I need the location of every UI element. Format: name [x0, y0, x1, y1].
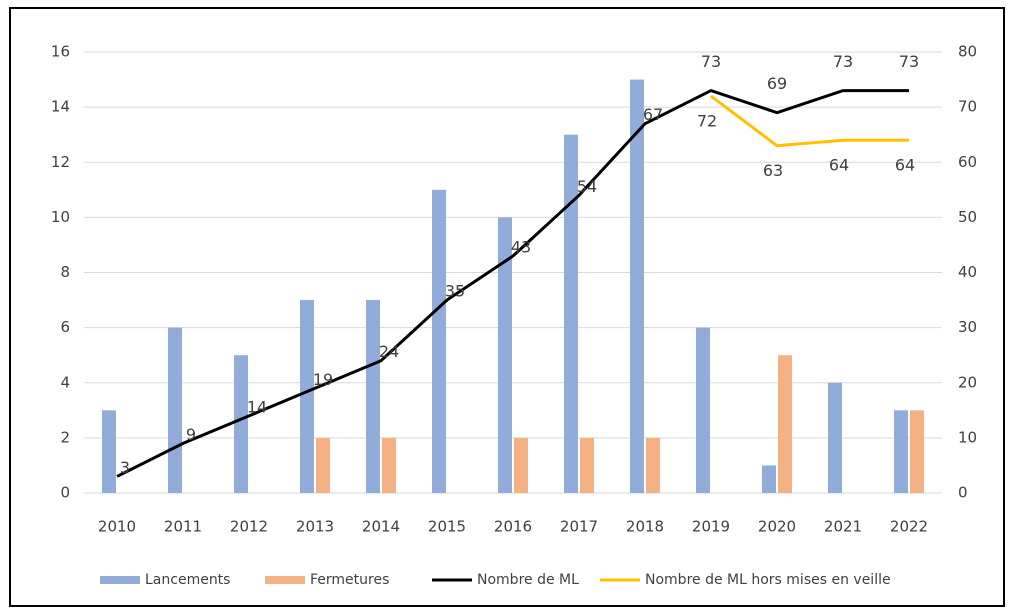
data-label: 43 — [511, 237, 531, 256]
bar — [894, 410, 908, 493]
bar — [498, 217, 512, 493]
data-label: 72 — [697, 112, 717, 131]
line — [116, 88, 909, 478]
legend-label: Nombre de ML hors mises en veille — [645, 572, 891, 588]
data-label: 14 — [247, 397, 267, 416]
y2-tick-label: 20 — [958, 373, 977, 391]
y2-tick-label: 0 — [958, 484, 968, 502]
y-tick-label: 14 — [51, 98, 70, 116]
x-tick-label: 2014 — [362, 518, 400, 536]
y2-tick-label: 30 — [958, 318, 977, 336]
data-label: 64 — [829, 156, 849, 175]
data-label: 73 — [701, 52, 721, 71]
bar — [778, 355, 792, 493]
legend-label: Nombre de ML — [477, 572, 579, 588]
line — [710, 94, 909, 148]
bar — [168, 327, 182, 493]
bar — [432, 189, 446, 493]
y-tick-label: 10 — [51, 208, 70, 226]
data-label: 35 — [445, 282, 465, 301]
data-label: 73 — [899, 52, 919, 71]
frame — [9, 7, 1005, 607]
bar — [366, 300, 380, 493]
data-label: 69 — [767, 74, 787, 93]
x-tick-label: 2015 — [428, 518, 466, 536]
x-tick-label: 2016 — [494, 518, 532, 536]
x-tick-label: 2010 — [98, 518, 136, 536]
bar — [646, 437, 660, 493]
y-tick-label: 4 — [60, 373, 70, 391]
data-label: 9 — [186, 425, 196, 444]
bar — [762, 465, 776, 493]
x-tick-label: 2017 — [560, 518, 598, 536]
bar — [564, 134, 578, 493]
y-tick-label: 6 — [60, 318, 70, 336]
bar — [514, 437, 528, 493]
data-label: 73 — [833, 52, 853, 71]
data-label: 24 — [379, 342, 399, 361]
y-tick-label: 0 — [60, 484, 70, 502]
x-tick-label: 2018 — [626, 518, 664, 536]
bar — [580, 437, 594, 493]
y-tick-label: 12 — [51, 153, 70, 171]
x-tick-label: 2021 — [824, 518, 862, 536]
y-tick-label: 8 — [60, 263, 70, 281]
y2-tick-label: 40 — [958, 263, 977, 281]
bar — [696, 327, 710, 493]
data-label: 63 — [763, 161, 783, 180]
x-tick-label: 2012 — [230, 518, 268, 536]
data-label: 54 — [577, 177, 597, 196]
y-tick-label: 16 — [51, 43, 70, 61]
bar — [630, 79, 644, 493]
y2-tick-label: 80 — [958, 43, 977, 61]
data-label: 3 — [120, 458, 130, 477]
x-tick-label: 2020 — [758, 518, 796, 536]
y2-tick-label: 60 — [958, 153, 977, 171]
data-label: 64 — [895, 156, 915, 175]
y2-tick-label: 50 — [958, 208, 977, 226]
bar — [828, 382, 842, 493]
bar — [910, 410, 924, 493]
data-label: 67 — [643, 105, 663, 124]
bar — [102, 410, 116, 493]
x-tick-label: 2011 — [164, 518, 202, 536]
bar — [234, 355, 248, 493]
y2-tick-label: 10 — [958, 428, 977, 446]
legend-label: Fermetures — [310, 572, 389, 588]
legend-label: Lancements — [145, 572, 230, 588]
x-tick-label: 2022 — [890, 518, 928, 536]
data-label: 19 — [313, 370, 333, 389]
bar — [300, 300, 314, 493]
bar — [316, 437, 330, 493]
bar — [382, 437, 396, 493]
y2-tick-label: 70 — [958, 98, 977, 116]
x-tick-label: 2013 — [296, 518, 334, 536]
y-tick-label: 2 — [60, 428, 70, 446]
x-tick-label: 2019 — [692, 518, 730, 536]
